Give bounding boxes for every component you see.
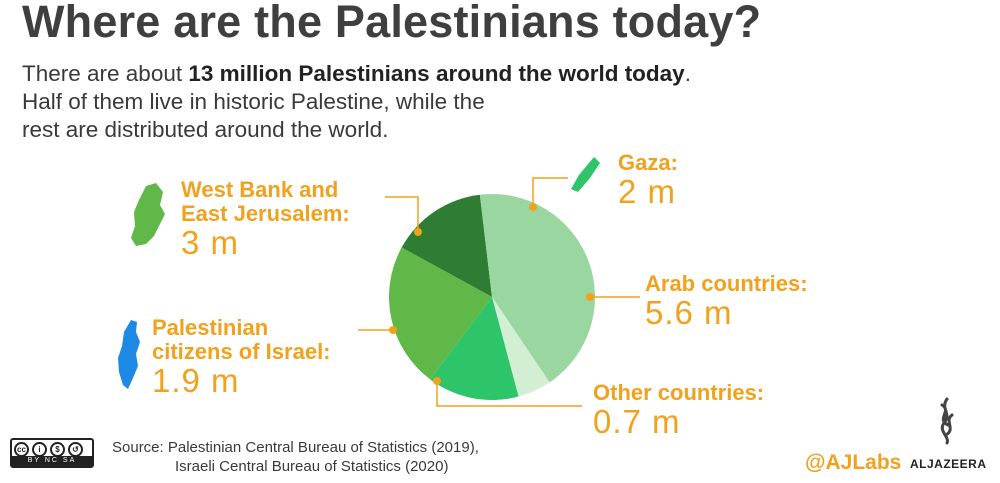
label-israel-value: 1.9 m: [152, 362, 240, 399]
label-israel-citizens: Palestinian citizens of Israel: 1.9 m: [152, 316, 331, 398]
pie-slices: [389, 194, 596, 401]
intro-text: There are about 13 million Palestinians …: [22, 60, 802, 144]
gaza-map-icon: [571, 157, 600, 192]
dot-israel: [389, 326, 397, 334]
label-other-name: Other countries:: [593, 380, 765, 405]
west-bank-map-icon: [131, 183, 165, 246]
label-other-value: 0.7 m: [593, 403, 681, 440]
label-gaza: Gaza: 2 m: [618, 151, 678, 209]
ajlabs-handle: @AJLabs: [805, 451, 902, 474]
intro-line-1-post: .: [684, 61, 691, 86]
intro-line-2: Half of them live in historic Palestine,…: [22, 89, 485, 114]
label-west-bank-line-2: East Jerusalem:: [181, 201, 350, 226]
sa-icon: ↺: [68, 442, 83, 457]
leader-other: [436, 381, 582, 407]
aljazeera-brand: ALJAZEERA: [910, 457, 987, 471]
label-west-bank: West Bank and East Jerusalem: 3 m: [181, 178, 350, 260]
leader-gaza: [532, 177, 568, 207]
source-note: Source: Palestinian Central Bureau of St…: [112, 438, 479, 476]
leader-dots: [389, 203, 594, 385]
pie-slice-4: [389, 247, 492, 380]
cc-icon: cc: [14, 442, 29, 457]
pie-slice-0: [401, 194, 492, 297]
nc-icon: $: [50, 442, 65, 457]
label-other-countries: Other countries: 0.7 m: [593, 381, 764, 439]
intro-line-1: There are about 13 million Palestinians …: [22, 60, 802, 88]
label-arab-value: 5.6 m: [645, 294, 733, 331]
by-icon: i: [32, 442, 47, 457]
label-israel-line-1: Palestinian: [152, 315, 269, 340]
leader-west-bank: [385, 196, 419, 232]
dot-other: [433, 377, 441, 385]
israel-map-icon: [118, 320, 140, 389]
pie-slice-1: [479, 194, 596, 383]
source-line-1: Source: Palestinian Central Bureau of St…: [112, 439, 479, 456]
intro-highlight: 13 million Palestinians around the world…: [188, 61, 685, 86]
pie-slice-3: [430, 297, 519, 401]
label-west-bank-value: 3 m: [181, 224, 240, 261]
cc-license-text: BY NC SA: [12, 456, 92, 466]
pie-slice-2: [492, 297, 550, 397]
label-gaza-name: Gaza:: [618, 150, 678, 175]
page-title: Where are the Palestinians today?: [22, 0, 762, 47]
dot-west-bank: [414, 228, 422, 236]
intro-line-1-pre: There are about: [22, 61, 189, 86]
aljazeera-logo-icon: [940, 397, 954, 445]
dot-arab: [586, 293, 594, 301]
label-gaza-value: 2 m: [618, 173, 677, 210]
cc-license-badge: cc i $ ↺ BY NC SA: [10, 438, 94, 468]
label-arab-countries: Arab countries: 5.6 m: [645, 272, 808, 330]
label-israel-line-2: citizens of Israel:: [152, 339, 331, 364]
label-west-bank-line-1: West Bank and: [181, 177, 339, 202]
dot-gaza: [529, 203, 537, 211]
leader-lines: [358, 177, 640, 407]
label-arab-name: Arab countries:: [645, 271, 808, 296]
source-line-2: Israeli Central Bureau of Statistics (20…: [175, 458, 449, 475]
intro-line-3: rest are distributed around the world.: [22, 117, 389, 142]
